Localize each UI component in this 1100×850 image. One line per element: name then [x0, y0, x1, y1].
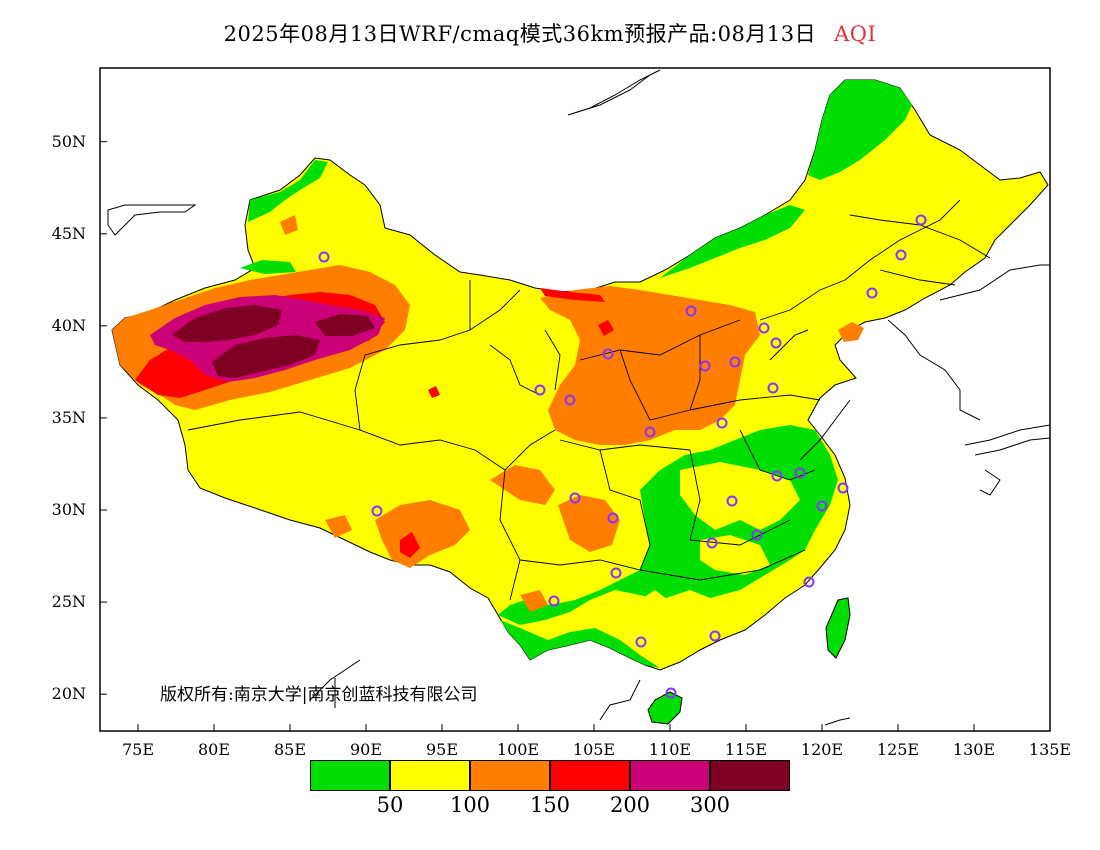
colorbar-swatch	[710, 760, 790, 791]
map-frame	[99, 67, 1051, 732]
y-tick-label: 50N	[51, 131, 86, 151]
x-tick-label: 115E	[724, 740, 768, 759]
y-tick-label: 45N	[51, 223, 86, 243]
region-red-north-strip	[540, 288, 605, 302]
x-tick-label: 90E	[349, 740, 383, 759]
title-text: 2025年08月13日WRF/cmaq模式36km预报产品:08月13日	[223, 22, 817, 46]
region-green-inner-mongolia	[660, 205, 805, 278]
station-marker	[371, 505, 383, 517]
station-marker	[726, 495, 738, 507]
region-orange-yunnan	[520, 590, 548, 612]
station-marker	[564, 394, 576, 406]
station-markers	[318, 214, 927, 699]
x-tick-label: 85E	[273, 740, 307, 759]
station-marker	[534, 384, 546, 396]
station-marker	[548, 595, 560, 607]
map-title: 2025年08月13日WRF/cmaq模式36km预报产品:08月13日 AQI	[0, 18, 1100, 48]
station-marker	[794, 467, 806, 479]
station-marker	[803, 576, 815, 588]
station-marker	[866, 287, 878, 299]
x-tick-label: 130E	[952, 740, 996, 759]
colorbar-label: 200	[609, 793, 651, 817]
y-tick-label: 25N	[51, 592, 86, 612]
station-marker	[665, 687, 677, 699]
station-marker	[716, 417, 728, 429]
x-tick-label: 75E	[121, 740, 155, 759]
region-yellow-patch-2	[700, 535, 770, 575]
region-red-loess	[598, 320, 614, 336]
region-maroon-xinjiang-1	[172, 305, 282, 342]
region-orange-tibet	[375, 500, 470, 568]
station-marker	[709, 630, 721, 642]
region-maroon-xinjiang-2	[212, 335, 320, 378]
station-marker	[644, 426, 656, 438]
station-marker	[758, 322, 770, 334]
station-marker	[635, 636, 647, 648]
station-marker	[607, 512, 619, 524]
colorbar-swatch	[630, 760, 710, 791]
map-plot-area	[100, 68, 1050, 731]
station-marker	[685, 305, 697, 317]
station-marker	[610, 567, 622, 579]
y-tick-label: 40N	[51, 315, 86, 335]
region-yellow-patch-1	[680, 462, 800, 530]
region-green-northeast	[808, 80, 912, 180]
station-marker	[837, 482, 849, 494]
station-marker	[816, 500, 828, 512]
region-orange-xz-west	[280, 215, 298, 235]
title-variable: AQI	[834, 22, 877, 46]
region-green-hainan	[647, 691, 683, 725]
region-orange-tibet-small	[325, 515, 352, 538]
region-green-south-edge	[500, 620, 660, 668]
station-marker	[706, 537, 718, 549]
station-marker	[767, 382, 779, 394]
x-tick-label: 110E	[648, 740, 692, 759]
colorbar-label: 150	[529, 793, 571, 817]
copyright-text: 版权所有:南京大学|南京创蓝科技有限公司	[160, 685, 478, 705]
x-tick-label: 100E	[496, 740, 540, 759]
station-marker	[699, 360, 711, 372]
x-tick-label: 135E	[1028, 740, 1072, 759]
x-tick-label: 120E	[800, 740, 844, 759]
colorbar-swatch	[390, 760, 470, 791]
y-tick-label: 30N	[51, 500, 86, 519]
region-maroon-xinjiang-3	[315, 314, 375, 336]
station-marker	[751, 529, 763, 541]
station-marker	[915, 214, 927, 226]
region-orange-chongqing	[558, 495, 620, 552]
region-orange-liaoning	[838, 322, 864, 342]
y-tick-label: 35N	[51, 407, 86, 427]
axis-ticks	[100, 141, 1051, 731]
region-orange-loess	[540, 286, 760, 445]
region-red-tibet	[400, 532, 420, 558]
station-marker	[771, 470, 783, 482]
colorbar-swatch	[550, 760, 630, 791]
station-marker	[895, 249, 907, 261]
station-marker	[602, 348, 614, 360]
region-green-taiwan	[825, 597, 851, 659]
colorbar-swatch	[470, 760, 550, 791]
region-yellow-patch-4	[700, 600, 738, 628]
station-marker	[318, 251, 330, 263]
colorbar-label: 50	[376, 793, 404, 817]
station-marker	[729, 356, 741, 368]
region-orange-sichuan	[490, 465, 555, 505]
x-tick-label: 80E	[197, 740, 231, 759]
region-red-qinghai	[428, 386, 440, 398]
colorbar-label: 100	[449, 793, 491, 817]
x-tick-label: 125E	[876, 740, 920, 759]
x-tick-label: 95E	[425, 740, 459, 759]
colorbar-swatch	[310, 760, 390, 791]
station-marker	[569, 492, 581, 504]
station-marker	[770, 337, 782, 349]
neighbor-coastlines	[107, 69, 1050, 726]
x-tick-label: 105E	[572, 740, 616, 759]
region-yellow-patch-3	[640, 590, 668, 625]
region-green-xinjiang-north	[248, 160, 328, 222]
colorbar-label: 300	[689, 793, 731, 817]
region-green-xinjiang-strip	[240, 260, 296, 274]
y-tick-label: 20N	[51, 684, 86, 704]
